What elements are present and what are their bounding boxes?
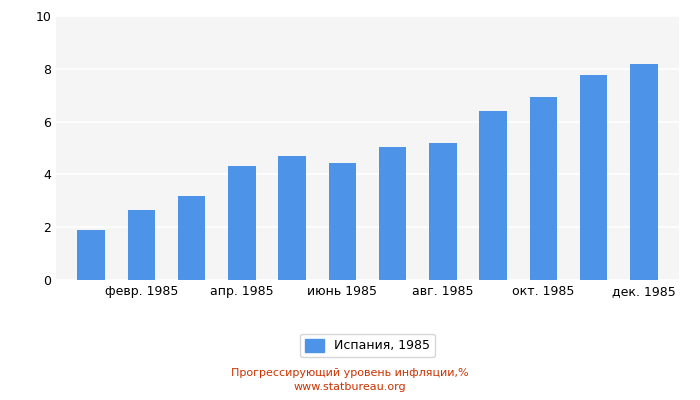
Bar bbox=[127, 210, 155, 280]
Text: Прогрессирующий уровень инфляции,%: Прогрессирующий уровень инфляции,% bbox=[231, 368, 469, 378]
Bar bbox=[429, 143, 456, 280]
Bar bbox=[178, 196, 206, 280]
Legend: Испания, 1985: Испания, 1985 bbox=[300, 334, 435, 357]
Bar bbox=[529, 96, 557, 280]
Bar bbox=[480, 111, 507, 280]
Bar bbox=[78, 230, 105, 280]
Bar bbox=[580, 75, 608, 280]
Bar bbox=[228, 166, 256, 280]
Bar bbox=[328, 162, 356, 280]
Bar bbox=[279, 156, 306, 280]
Bar bbox=[630, 64, 657, 280]
Text: www.statbureau.org: www.statbureau.org bbox=[294, 382, 406, 392]
Bar bbox=[379, 147, 407, 280]
